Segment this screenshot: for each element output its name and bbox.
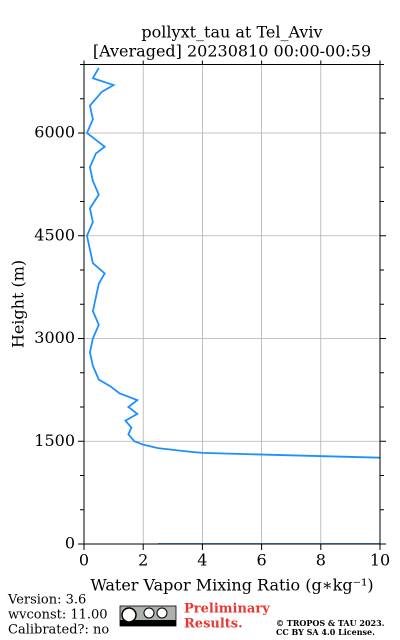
cc-badge: [119, 605, 177, 627]
y-tick-label: 4500: [34, 225, 75, 244]
x-tick-label: 0: [79, 551, 89, 570]
license: CC BY SA 4.0 License.: [276, 627, 375, 637]
chart-subtitle: [Averaged] 20230810 00:00-00:59: [93, 42, 371, 61]
wvconst: wvconst: 11.00: [8, 608, 108, 623]
version: Version: 3.6: [7, 593, 86, 608]
copyright: © TROPOS & TAU 2023.: [276, 618, 385, 628]
y-tick-label: 0: [65, 534, 75, 553]
y-tick-label: 3000: [34, 328, 75, 347]
x-tick-label: 8: [316, 551, 326, 570]
y-tick-label: 6000: [34, 123, 75, 142]
x-axis-label: Water Vapor Mixing Ratio (g∗kg⁻¹): [90, 576, 373, 595]
preliminary: Preliminary: [184, 602, 270, 617]
results: Results.: [184, 617, 243, 632]
plot-area: 0 2 4 6 8 10 0 1500 3000 4500 6000: [34, 60, 390, 570]
x-tick-label: 4: [197, 551, 207, 570]
plot-frame: [83, 64, 381, 545]
x-tick-label: 10: [370, 551, 390, 570]
y-axis-label: Height (m): [9, 260, 28, 348]
y-tick-label: 1500: [34, 431, 75, 450]
footer: Version: 3.6 wvconst: 11.00 Calibrated?:…: [7, 593, 385, 638]
chart-title: pollyxt_tau at Tel_Aviv: [141, 23, 322, 42]
calibrated: Calibrated?: no: [8, 623, 109, 638]
x-tick-label: 2: [138, 551, 148, 570]
x-tick-label: 6: [257, 551, 267, 570]
profile-line: [85, 67, 380, 544]
